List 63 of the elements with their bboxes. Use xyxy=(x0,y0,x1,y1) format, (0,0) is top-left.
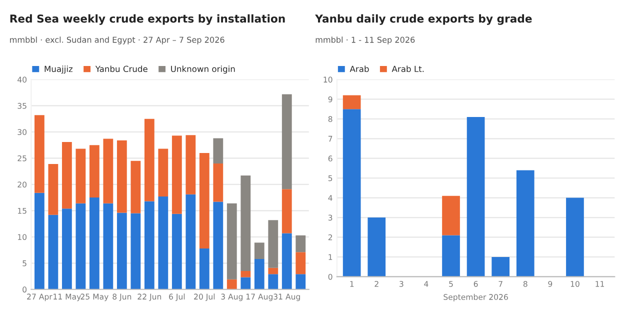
bar xyxy=(213,163,224,202)
bar xyxy=(226,279,237,290)
chart-title: Red Sea weekly crude exports by installation xyxy=(10,14,285,25)
bar xyxy=(199,152,210,248)
bar xyxy=(342,95,361,110)
bar xyxy=(240,176,251,272)
bar xyxy=(342,109,361,277)
bar xyxy=(186,135,196,194)
bar xyxy=(89,198,100,290)
bar xyxy=(282,94,292,190)
bar xyxy=(296,252,306,274)
legend-label: Unknown origin xyxy=(171,66,235,74)
bar xyxy=(516,170,534,277)
bar xyxy=(254,258,264,290)
bar xyxy=(213,202,224,290)
bar xyxy=(282,189,292,234)
bar xyxy=(442,235,460,277)
bar xyxy=(492,256,510,277)
bar xyxy=(76,203,86,290)
chart-title: Yanbu daily crude exports by grade xyxy=(315,14,532,25)
bar xyxy=(48,164,58,215)
bar xyxy=(62,208,72,290)
legend-label: Arab Lt. xyxy=(392,66,424,72)
legend-label: Arab xyxy=(350,66,369,72)
bar xyxy=(48,214,58,290)
legend-label: Muajjiz xyxy=(44,66,73,74)
chart-subtitle: mmbbl · excl. Sudan and Egypt · 27 Apr – 7 Sep 2026 xyxy=(10,36,224,44)
bar xyxy=(368,218,386,277)
bar xyxy=(254,242,264,259)
bar xyxy=(103,138,114,204)
legend-label: Yanbu Crude xyxy=(95,66,148,72)
bar xyxy=(144,118,154,202)
bar xyxy=(240,271,251,278)
bar xyxy=(172,214,182,290)
bar xyxy=(268,274,278,290)
bar xyxy=(172,136,182,214)
bar xyxy=(130,160,141,214)
bar xyxy=(158,148,168,197)
bar xyxy=(466,116,485,277)
bar xyxy=(296,274,306,290)
bar xyxy=(116,140,127,213)
bar xyxy=(282,233,292,290)
bar xyxy=(226,203,237,280)
bar xyxy=(89,145,100,198)
bar xyxy=(144,201,154,290)
bar xyxy=(213,138,224,164)
bar xyxy=(116,212,127,290)
bar xyxy=(34,115,44,193)
bar xyxy=(62,142,72,209)
bar xyxy=(103,203,114,290)
bar xyxy=(442,196,460,236)
bar xyxy=(268,268,278,274)
bar xyxy=(566,198,584,277)
bar xyxy=(268,220,278,268)
bar xyxy=(130,213,141,290)
bar xyxy=(76,148,86,204)
bar xyxy=(240,277,251,290)
chart-subtitle: mmbbl · 1 - 11 Sep 2026 xyxy=(316,36,415,44)
bar xyxy=(34,192,44,290)
bar xyxy=(158,196,168,290)
bar xyxy=(186,194,196,290)
bar xyxy=(296,235,306,252)
bar xyxy=(199,248,210,290)
